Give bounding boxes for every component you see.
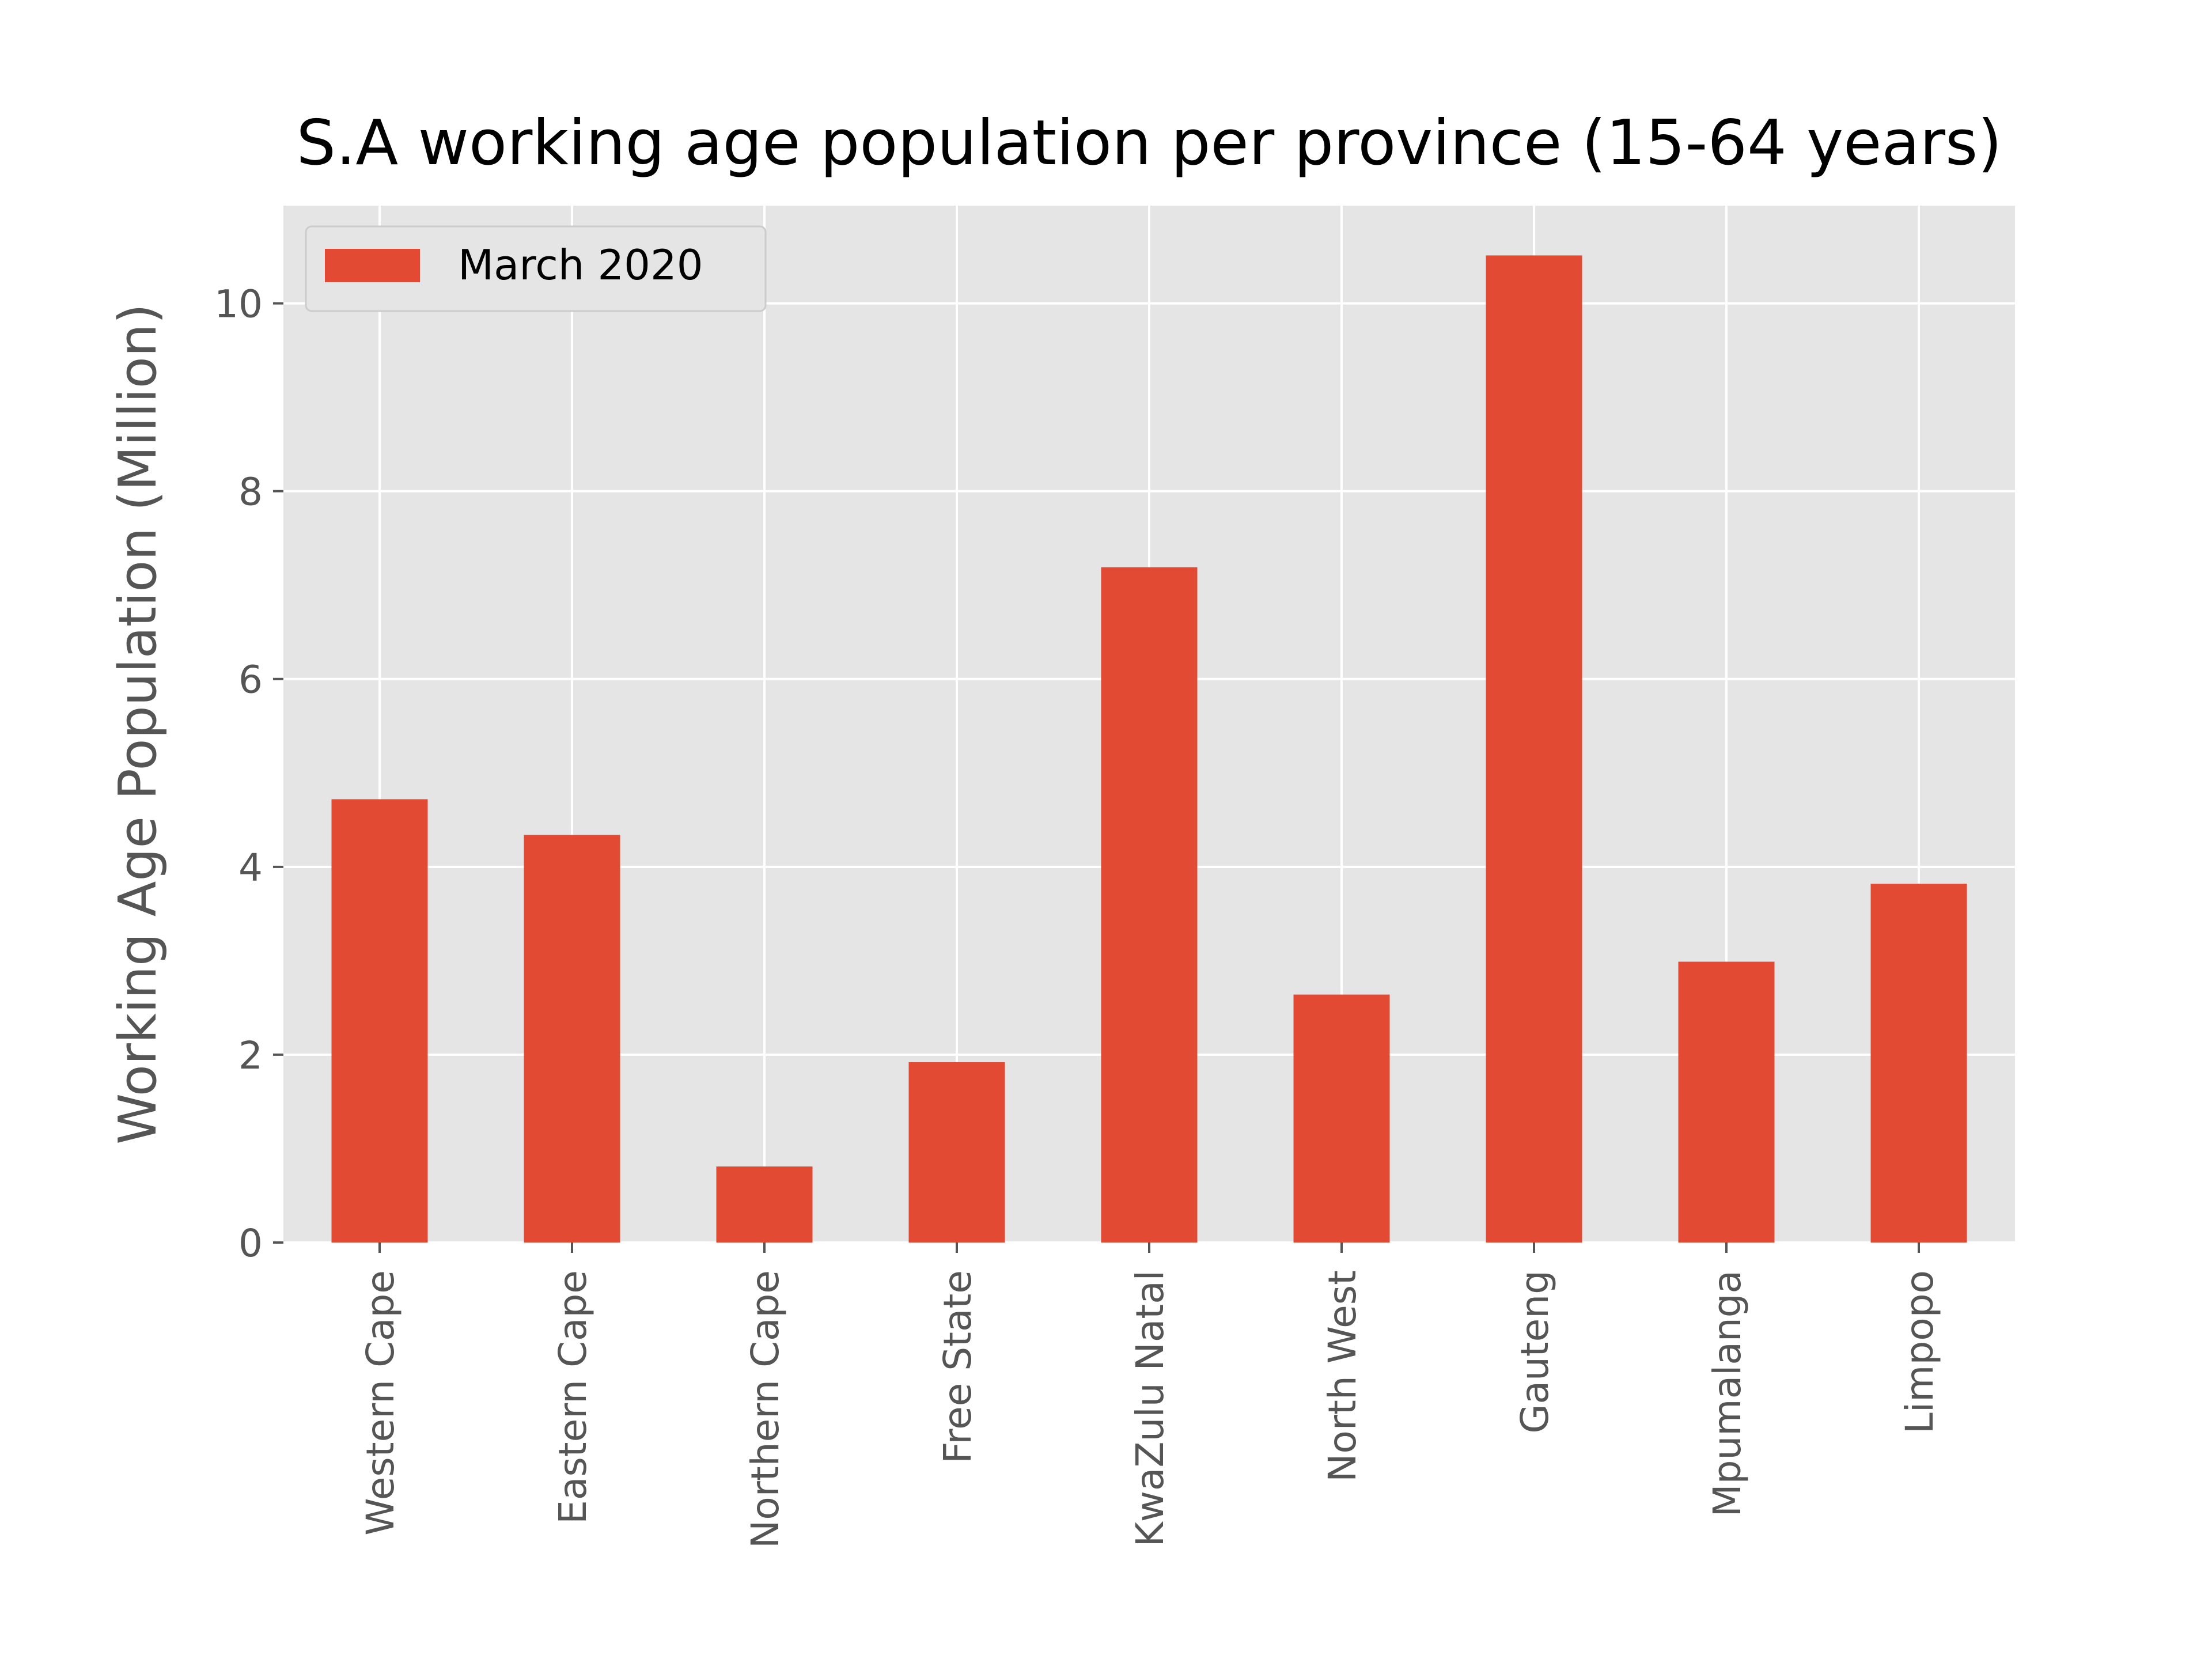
bar (1293, 994, 1390, 1243)
y-tick-label: 6 (238, 658, 263, 702)
x-tick-label: North West (1320, 1270, 1365, 1482)
legend-box (305, 225, 767, 312)
x-tick-label: KwaZulu Natal (1128, 1270, 1172, 1547)
legend-swatch (325, 249, 420, 282)
chart-title: S.A working age population per province … (297, 107, 2002, 179)
y-tick-label: 4 (238, 846, 263, 890)
x-tick-label: Gauteng (1513, 1270, 1557, 1434)
bar (1486, 255, 1582, 1243)
x-tick-label: Free State (935, 1270, 980, 1464)
y-axis-label: Working Age Population (Million) (108, 304, 168, 1145)
x-tick-label: Mpumalanga (1705, 1270, 1749, 1517)
bar (524, 835, 620, 1243)
y-tick-label: 2 (238, 1033, 263, 1078)
y-tick-label: 8 (238, 470, 263, 514)
x-tick-label: Western Cape (358, 1270, 403, 1536)
bar (1101, 567, 1198, 1243)
legend-label: March 2020 (458, 241, 703, 289)
y-tick-label: 10 (214, 282, 263, 327)
x-tick-label: Eastern Cape (551, 1270, 595, 1524)
bar (331, 799, 428, 1243)
bars (331, 255, 1967, 1243)
bar (908, 1062, 1005, 1243)
axes: 0 2 4 6 8 10 Western Cape Eastern Cape Northern … (214, 282, 1942, 1548)
x-tick-label: Limpopo (1897, 1270, 1942, 1434)
bar (716, 1166, 813, 1243)
bar (1678, 961, 1775, 1243)
legend: March 2020 (305, 225, 767, 312)
x-tick-label: Northern Cape (743, 1270, 787, 1548)
bar (1870, 884, 1967, 1243)
y-tick-label: 0 (238, 1221, 263, 1266)
